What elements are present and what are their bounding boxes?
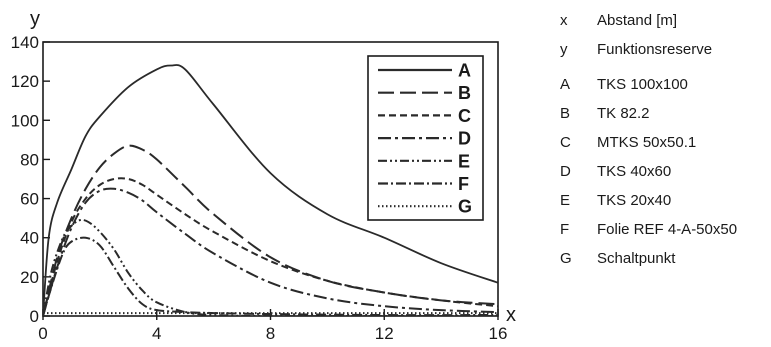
series-lines: [43, 64, 498, 316]
series-line-c: [43, 177, 498, 316]
side-legend-item-x: x Abstand [m]: [560, 6, 770, 35]
side-legend-key: A: [560, 76, 571, 93]
x-tick-label: 8: [266, 324, 275, 343]
series-line-d: [43, 187, 498, 316]
y-tick-label: 0: [30, 307, 39, 326]
side-legend-item-c: C MTKS 50x50.1: [560, 128, 770, 157]
side-legend-label: Funktionsreserve: [597, 41, 713, 58]
series-line-a: [43, 64, 498, 316]
side-legend-key: D: [560, 163, 571, 180]
side-legend-item-b: B TK 82.2: [560, 99, 770, 128]
side-legend-label: Abstand [m]: [597, 12, 678, 29]
side-legend-label: Schaltpunkt: [597, 250, 676, 267]
side-legend-label: Folie REF 4-A-50x50: [597, 221, 738, 238]
side-legend-key: F: [560, 221, 570, 238]
y-tick-label: 120: [11, 72, 39, 91]
y-axis-label: y: [30, 8, 40, 30]
side-legend-item-e: E TKS 20x40: [560, 186, 770, 215]
legend-label-e: E: [458, 151, 470, 171]
x-tick-label: 0: [38, 324, 47, 343]
y-tick-label: 140: [11, 33, 39, 52]
side-legend-label: TKS 100x100: [597, 76, 688, 93]
side-legend-key: x: [560, 12, 568, 29]
y-tick-label: 60: [20, 190, 39, 209]
side-legend: x Abstand [m] y Funktionsreserve A TKS 1…: [560, 6, 770, 273]
side-legend-label: MTKS 50x50.1: [597, 134, 697, 151]
side-legend-label: TKS 40x60: [597, 163, 672, 180]
y-tick-label: 80: [20, 150, 39, 169]
legend-label-b: B: [458, 83, 471, 103]
side-legend-key: E: [560, 192, 571, 209]
side-legend-item-d: D TKS 40x60: [560, 157, 770, 186]
side-legend-item-f: F Folie REF 4-A-50x50: [560, 215, 770, 244]
side-legend-item-y: y Funktionsreserve: [560, 35, 770, 64]
side-legend-label: TK 82.2: [597, 105, 650, 122]
side-legend-key: y: [560, 41, 568, 58]
y-tick-label: 40: [20, 229, 39, 248]
series-line-f: [43, 236, 498, 316]
side-legend-label: TKS 20x40: [597, 192, 672, 209]
series-line-e: [43, 218, 498, 316]
x-axis-label: x: [506, 304, 516, 326]
x-tick-label: 16: [489, 324, 508, 343]
x-tick-label: 4: [152, 324, 161, 343]
legend-label-f: F: [458, 174, 469, 194]
y-tick-label: 20: [20, 268, 39, 287]
side-legend-key: G: [560, 250, 572, 267]
side-legend-key: C: [560, 134, 571, 151]
legend-label-a: A: [458, 61, 471, 81]
y-tick-label: 100: [11, 111, 39, 130]
legend-label-g: G: [458, 197, 472, 217]
side-legend-key: B: [560, 105, 571, 122]
series-line-b: [43, 144, 498, 316]
x-tick-label: 12: [375, 324, 394, 343]
legend-box: [367, 55, 484, 221]
side-legend-item-g: G Schaltpunkt: [560, 244, 770, 273]
legend-label-d: D: [458, 129, 471, 149]
legend-label-c: C: [458, 106, 471, 126]
side-legend-item-a: A TKS 100x100: [560, 70, 770, 99]
